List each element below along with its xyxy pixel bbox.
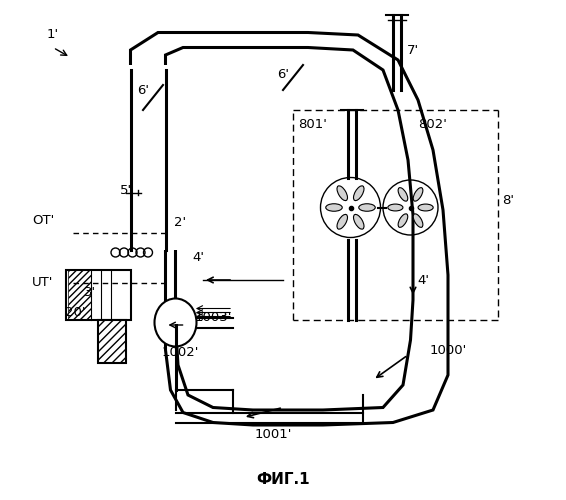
Text: 1000': 1000' [430, 344, 466, 356]
Bar [68, 270, 91, 320]
Text: 4': 4' [192, 251, 204, 264]
Ellipse shape [359, 204, 375, 211]
Text: 20': 20' [65, 306, 86, 319]
Ellipse shape [413, 188, 423, 201]
Bar [98, 320, 126, 362]
Text: ФИГ.1: ФИГ.1 [256, 472, 310, 488]
Ellipse shape [398, 214, 408, 228]
Ellipse shape [354, 186, 364, 200]
Ellipse shape [398, 188, 408, 201]
Text: 3': 3' [84, 286, 97, 299]
Text: 4': 4' [417, 274, 429, 286]
Text: 802': 802' [419, 118, 448, 132]
Ellipse shape [418, 204, 433, 211]
Text: 6': 6' [137, 84, 149, 96]
Text: 5': 5' [119, 184, 131, 196]
Text: 7': 7' [407, 44, 419, 57]
Text: OT': OT' [32, 214, 54, 226]
Ellipse shape [337, 186, 348, 200]
Bar [66, 270, 131, 320]
Text: 2': 2' [174, 216, 187, 229]
Text: 8': 8' [502, 194, 514, 206]
Text: 6': 6' [277, 68, 289, 82]
Ellipse shape [337, 214, 348, 229]
Text: 801': 801' [298, 118, 328, 132]
Text: 1002': 1002' [162, 346, 199, 359]
Ellipse shape [413, 214, 423, 228]
Text: 1': 1' [47, 28, 59, 42]
Text: UT': UT' [32, 276, 54, 289]
Ellipse shape [326, 204, 342, 211]
Ellipse shape [155, 298, 196, 346]
Ellipse shape [388, 204, 403, 211]
Ellipse shape [354, 214, 364, 229]
Text: 1001': 1001' [254, 428, 291, 442]
Text: 1003': 1003' [194, 311, 231, 324]
